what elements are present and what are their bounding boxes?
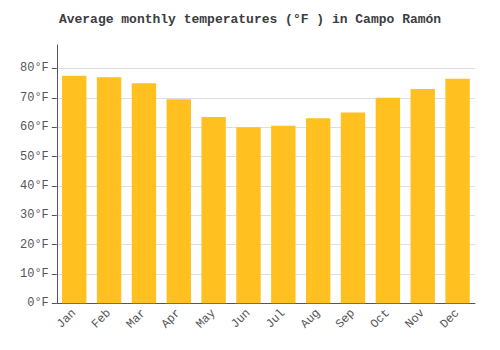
svg-text:Apr: Apr (159, 306, 184, 331)
svg-text:Oct: Oct (368, 306, 393, 331)
svg-text:20°F: 20°F (20, 238, 49, 252)
svg-text:Aug: Aug (298, 306, 323, 331)
svg-text:May: May (193, 306, 218, 331)
svg-text:50°F: 50°F (20, 150, 49, 164)
svg-text:Feb: Feb (89, 306, 114, 331)
svg-text:Sep: Sep (333, 306, 358, 331)
svg-text:Average monthly temperatures (: Average monthly temperatures (°F ) in Ca… (59, 12, 441, 27)
svg-text:30°F: 30°F (20, 208, 49, 222)
svg-text:Jan: Jan (54, 306, 79, 331)
svg-text:0°F: 0°F (27, 296, 49, 310)
svg-text:40°F: 40°F (20, 179, 49, 193)
svg-text:Mar: Mar (124, 306, 149, 331)
svg-text:70°F: 70°F (20, 91, 49, 105)
svg-text:60°F: 60°F (20, 120, 49, 134)
svg-text:10°F: 10°F (20, 267, 49, 281)
svg-text:Jun: Jun (228, 306, 253, 331)
svg-text:Jul: Jul (263, 306, 288, 331)
svg-text:Nov: Nov (403, 306, 428, 331)
svg-text:Dec: Dec (437, 306, 462, 331)
svg-text:80°F: 80°F (20, 61, 49, 75)
